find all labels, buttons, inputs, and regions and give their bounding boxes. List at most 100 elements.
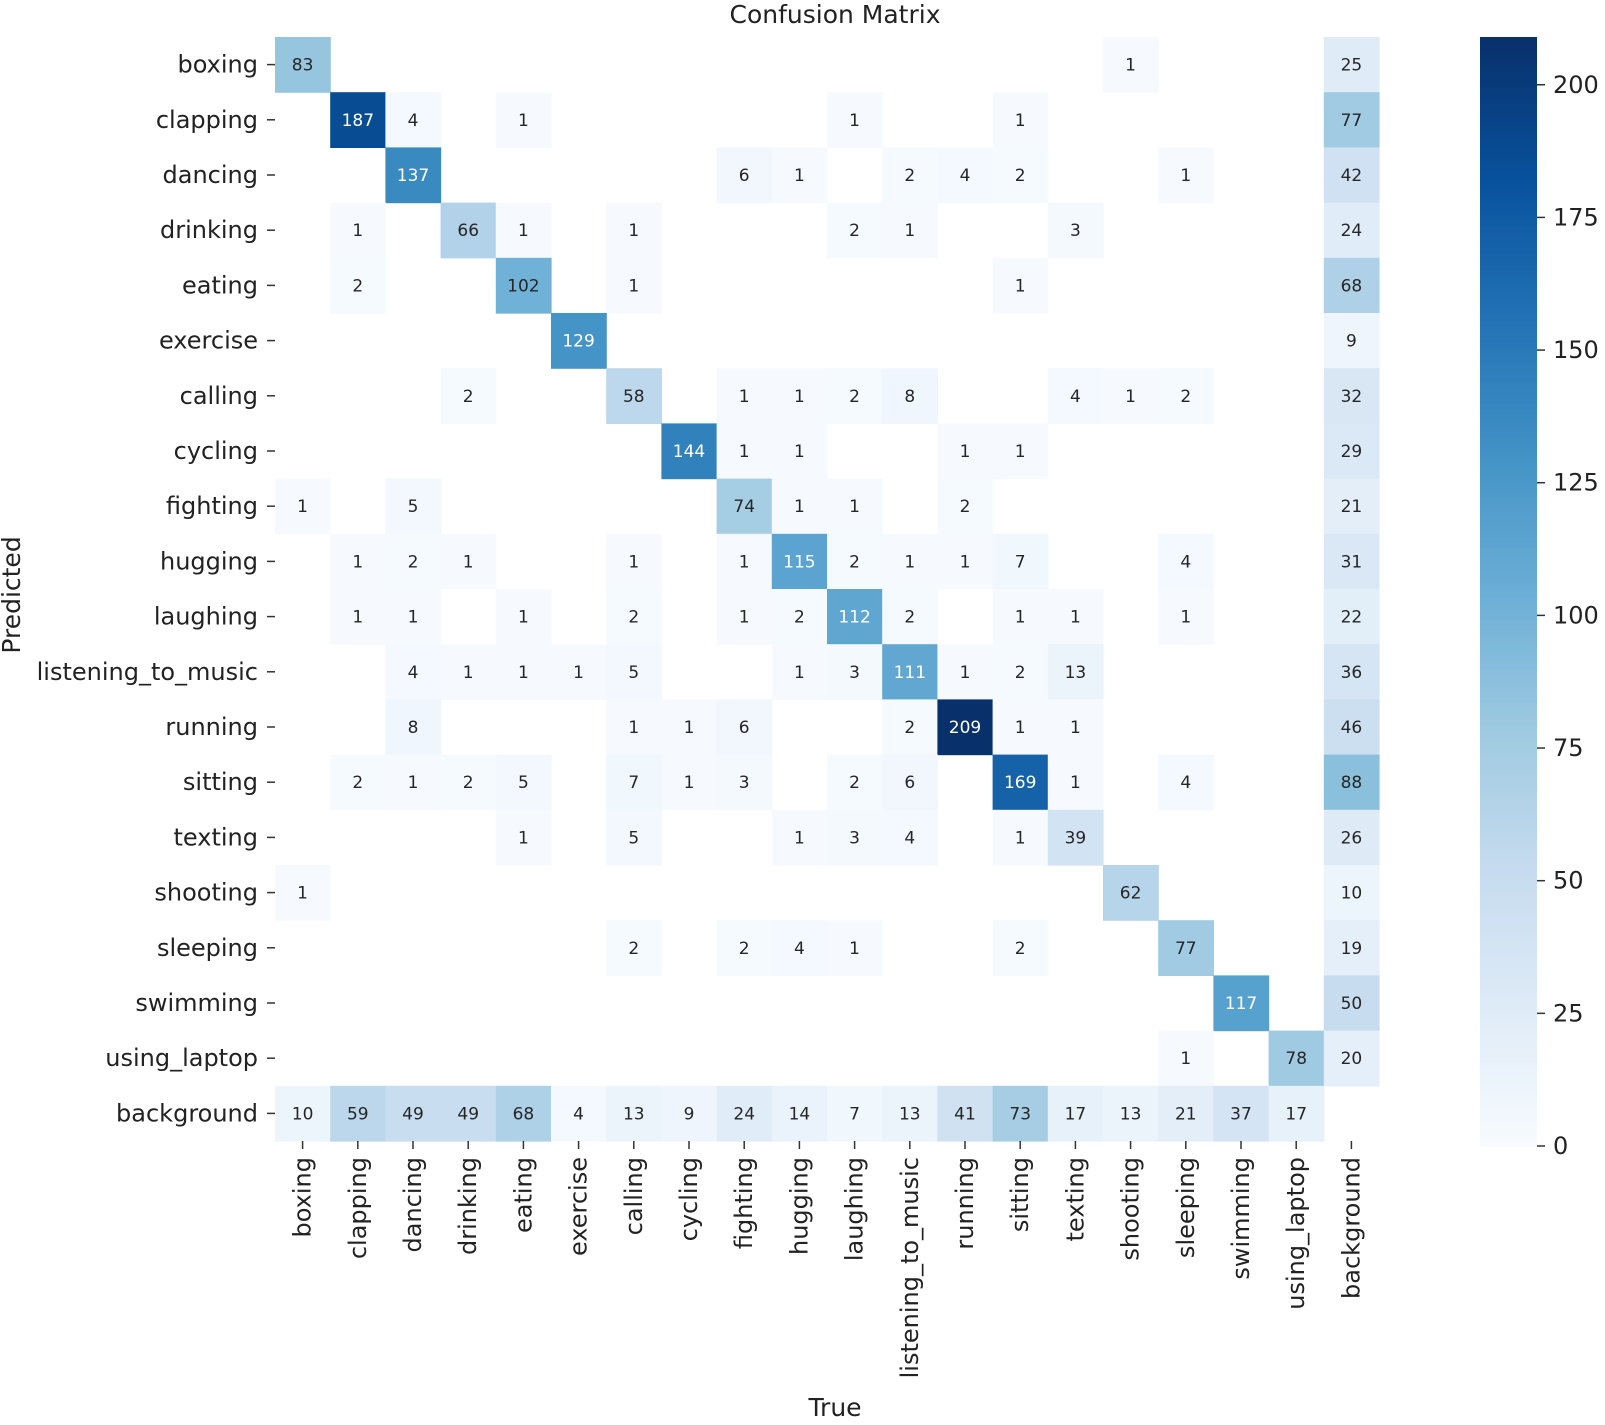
heatmap-cell: [385, 754, 442, 811]
colorbar-segment: [1480, 59, 1537, 66]
cell-value-label: 13: [623, 1104, 645, 1124]
cell-value-label: 2: [904, 718, 915, 738]
colorbar-segment: [1480, 142, 1537, 149]
cell-value-label: 2: [1180, 387, 1191, 407]
x-axis-label: True: [807, 1393, 861, 1422]
heatmap-cell: [1047, 644, 1104, 700]
colorbar-segment: [1480, 752, 1537, 759]
colorbar-segment: [1480, 929, 1537, 937]
colorbar-segment: [1480, 796, 1537, 804]
heatmap-cell: [1047, 754, 1104, 811]
cell-value-label: 1: [1015, 276, 1026, 296]
heatmap-cell: [716, 754, 773, 811]
cell-value-label: 5: [628, 663, 639, 683]
heatmap-cell: [1268, 1085, 1325, 1142]
colorbar-segment: [1480, 841, 1537, 848]
heatmap-cell: [771, 589, 828, 645]
heatmap-cell: [606, 202, 662, 259]
cell-value-label: 7: [849, 1104, 860, 1124]
cell-value-label: 21: [1175, 1104, 1197, 1124]
heatmap-cell: [661, 423, 718, 480]
colorbar-segment: [1480, 608, 1537, 615]
colorbar-segment: [1480, 497, 1537, 504]
cell-value-label: 4: [960, 166, 971, 186]
x-tick-label: background: [1337, 1157, 1365, 1299]
colorbar-segment: [1480, 1018, 1537, 1025]
colorbar-segment: [1480, 1007, 1537, 1014]
colorbar-segment: [1480, 702, 1537, 709]
heatmap-cell: [882, 754, 938, 811]
heatmap-cell: [1103, 368, 1159, 424]
colorbar-segment: [1480, 835, 1537, 842]
y-tick-label: sleeping: [157, 934, 258, 962]
colorbar-segment: [1480, 652, 1537, 659]
heatmap-cell: [1323, 92, 1380, 148]
cell-value-label: 102: [507, 276, 539, 296]
heatmap-cell: [882, 809, 938, 866]
y-tick-label: dancing: [163, 161, 258, 189]
colorbar-segment: [1480, 574, 1537, 582]
colorbar-segment: [1480, 37, 1537, 44]
cell-value-label: 1: [1180, 1049, 1191, 1069]
heatmap-cell: [1323, 257, 1380, 314]
colorbar-segment: [1480, 114, 1537, 121]
heatmap-cell: [440, 1085, 497, 1142]
heatmap-cell: [882, 533, 938, 590]
heatmap-cell: [385, 478, 442, 535]
colorbar-segment: [1480, 829, 1537, 837]
cell-value-label: 6: [739, 166, 750, 186]
cell-value-label: 5: [628, 828, 639, 848]
heatmap-cell: [992, 809, 1049, 866]
cell-value-label: 137: [397, 166, 429, 186]
cell-value-label: 1: [1015, 111, 1026, 131]
cell-value-label: 1: [1180, 166, 1191, 186]
heatmap-cell: [661, 1085, 718, 1142]
heatmap-cell: [440, 368, 497, 424]
colorbar-segment: [1480, 918, 1537, 925]
cell-value-label: 8: [408, 718, 419, 738]
colorbar-segment: [1480, 441, 1537, 449]
cell-value-label: 4: [573, 1104, 584, 1124]
heatmap-cell: [827, 533, 883, 590]
colorbar-segment: [1480, 785, 1537, 792]
heatmap-cell: [992, 754, 1049, 811]
colorbar-segment: [1480, 458, 1537, 465]
cell-value-label: 5: [408, 497, 419, 517]
colorbar-segment: [1480, 852, 1537, 859]
cell-value-label: 1: [463, 663, 474, 683]
y-axis-label: Predicted: [0, 536, 26, 653]
cell-value-label: 1: [352, 552, 363, 572]
heatmap-cell: [992, 1085, 1049, 1142]
colorbar-segment: [1480, 746, 1537, 754]
cell-value-label: 1: [408, 773, 419, 793]
colorbar-segment: [1480, 1101, 1537, 1108]
cell-value-label: 169: [1004, 773, 1036, 793]
cell-value-label: 3: [849, 663, 860, 683]
heatmap-cell: [716, 699, 773, 756]
colorbar-segment: [1480, 480, 1537, 487]
colorbar-segment: [1480, 48, 1537, 55]
heatmap-cell: [827, 920, 883, 976]
heatmap-cell: [1213, 1085, 1270, 1142]
x-tick-label: listening_to_music: [896, 1157, 924, 1378]
cell-value-label: 4: [1180, 773, 1191, 793]
colorbar-segment: [1480, 857, 1537, 865]
colorbar-segment: [1480, 414, 1537, 421]
colorbar-tick-label: 0: [1553, 1132, 1568, 1160]
colorbar-segment: [1480, 624, 1537, 632]
colorbar-segment: [1480, 347, 1537, 354]
cell-value-label: 1: [1015, 828, 1026, 848]
colorbar-segment: [1480, 336, 1537, 343]
heatmap-cell: [330, 533, 386, 590]
heatmap-cell: [992, 589, 1049, 645]
y-tick-label: laughing: [154, 603, 258, 631]
colorbar-segment: [1480, 242, 1537, 249]
heatmap-cell: [1158, 1085, 1214, 1142]
colorbar-segment: [1480, 463, 1537, 471]
colorbar-segment: [1480, 868, 1537, 876]
colorbar-segment: [1480, 940, 1537, 948]
colorbar-segment: [1480, 1040, 1537, 1047]
heatmap-cell: [606, 644, 662, 700]
x-tick-label: drinking: [454, 1157, 482, 1255]
cell-value-label: 68: [513, 1104, 535, 1124]
